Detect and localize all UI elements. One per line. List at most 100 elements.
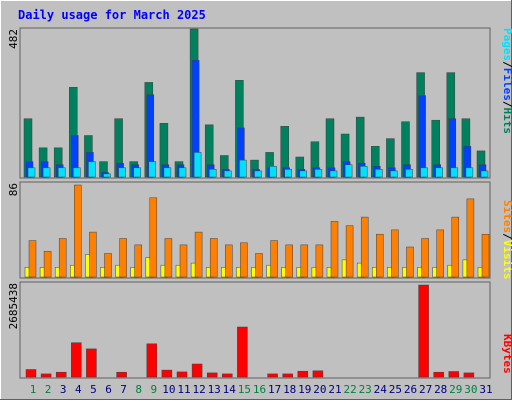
day-label-16: 16 bbox=[253, 383, 266, 396]
pages-bar-day-23 bbox=[359, 166, 368, 178]
sites-bar-day-1 bbox=[28, 240, 37, 278]
kbytes-bar-day-30 bbox=[463, 372, 475, 378]
kbytes-bar-day-3 bbox=[55, 371, 67, 378]
day-label-22: 22 bbox=[343, 383, 356, 396]
day-label-6: 6 bbox=[105, 383, 112, 396]
sites-bar-day-21 bbox=[330, 221, 339, 278]
kbytes-bar-day-5 bbox=[86, 348, 97, 378]
day-label-10: 10 bbox=[162, 383, 175, 396]
day-label-29: 29 bbox=[449, 383, 462, 396]
sites-bar-day-7 bbox=[119, 238, 127, 278]
day-label-30: 30 bbox=[464, 383, 477, 396]
ymax-label-hits: 482 bbox=[7, 29, 20, 49]
pages-bar-day-17 bbox=[269, 166, 277, 178]
pages-bar-day-26 bbox=[405, 169, 413, 178]
pages-bar-day-6 bbox=[103, 173, 111, 178]
pages-bar-day-29 bbox=[450, 167, 459, 178]
legend-sep-2: / bbox=[501, 101, 512, 108]
sites-bar-day-23 bbox=[360, 216, 369, 278]
pages-bar-day-28 bbox=[435, 167, 443, 178]
day-label-26: 26 bbox=[404, 383, 417, 396]
chart-marks bbox=[23, 28, 490, 378]
ymax-label-kbytes: 2685438 bbox=[7, 283, 20, 329]
pages-bar-day-11 bbox=[178, 167, 187, 178]
legend-sites-visits: Sites/Visits bbox=[501, 200, 512, 280]
kbytes-bar-day-17 bbox=[267, 373, 278, 378]
day-labels: 1 2 3 4 5 6 7 8 9 10 11 12 13 14 15 16 17 18 19 20 21 22 23 24 2… bbox=[30, 383, 493, 396]
chart-title: Daily usage for March 2025 bbox=[18, 8, 206, 22]
sites-bar-day-12 bbox=[194, 231, 203, 278]
sites-bar-day-18 bbox=[285, 244, 293, 278]
pages-bar-day-27 bbox=[420, 167, 428, 178]
pages-bar-day-15 bbox=[239, 159, 247, 178]
sites-bar-day-8 bbox=[134, 244, 142, 278]
sites-bar-day-20 bbox=[315, 244, 324, 278]
kbytes-bar-day-12 bbox=[191, 363, 203, 378]
pages-bar-day-24 bbox=[375, 169, 383, 178]
ymax-label-visits: 86 bbox=[7, 183, 20, 196]
sites-bar-day-26 bbox=[406, 246, 414, 278]
pages-bar-day-22 bbox=[344, 164, 353, 178]
day-label-9: 9 bbox=[150, 383, 157, 396]
pages-bar-day-16 bbox=[254, 170, 262, 178]
sites-bar-day-9 bbox=[149, 197, 158, 278]
sites-bar-day-15 bbox=[240, 242, 248, 278]
kbytes-bar-day-7 bbox=[116, 371, 127, 378]
sites-bar-day-3 bbox=[58, 238, 67, 278]
sites-bar-day-4 bbox=[74, 184, 82, 278]
kbytes-bar-day-4 bbox=[71, 342, 82, 378]
day-label-13: 13 bbox=[208, 383, 221, 396]
sites-bar-day-5 bbox=[89, 231, 97, 278]
kbytes-bar-day-15 bbox=[237, 326, 248, 378]
legend-hits: Hits bbox=[501, 108, 512, 135]
sites-bar-day-27 bbox=[421, 238, 429, 278]
sites-bar-day-11 bbox=[179, 244, 188, 278]
sites-bar-day-29 bbox=[451, 216, 460, 278]
kbytes-bar-day-1 bbox=[25, 369, 37, 378]
kbytes-bar-day-11 bbox=[176, 371, 188, 378]
day-label-8: 8 bbox=[135, 383, 142, 396]
pages-bar-day-9 bbox=[148, 161, 157, 178]
legend-sep-3: / bbox=[501, 233, 512, 240]
pages-bar-day-2 bbox=[42, 167, 51, 178]
pages-bar-day-30 bbox=[465, 167, 474, 178]
day-label-4: 4 bbox=[75, 383, 82, 396]
sites-bar-day-19 bbox=[300, 244, 309, 278]
day-label-1: 1 bbox=[30, 383, 37, 396]
pages-bar-day-10 bbox=[163, 167, 172, 178]
sites-bar-day-2 bbox=[43, 251, 52, 278]
day-label-2: 2 bbox=[45, 383, 52, 396]
legend-kbytes: KBytes bbox=[501, 334, 512, 374]
sites-bar-day-28 bbox=[436, 229, 444, 278]
day-label-15: 15 bbox=[238, 383, 251, 396]
sites-bar-day-22 bbox=[345, 225, 354, 278]
day-label-25: 25 bbox=[389, 383, 402, 396]
sites-bar-day-14 bbox=[225, 244, 233, 278]
day-label-14: 14 bbox=[223, 383, 237, 396]
day-label-5: 5 bbox=[90, 383, 97, 396]
sites-bar-day-17 bbox=[270, 240, 278, 278]
sites-bar-day-6 bbox=[104, 253, 112, 278]
kbytes-bar-day-27 bbox=[418, 284, 429, 378]
pages-bar-day-21 bbox=[329, 170, 338, 178]
pages-bar-day-1 bbox=[27, 167, 36, 178]
panel-hits bbox=[19, 27, 491, 179]
sites-bar-day-16 bbox=[255, 253, 263, 278]
pages-bar-day-8 bbox=[133, 167, 141, 178]
pages-bar-day-31 bbox=[480, 170, 489, 178]
kbytes-bar-day-14 bbox=[222, 373, 233, 378]
pages-bar-day-12 bbox=[193, 152, 202, 178]
kbytes-bar-day-18 bbox=[282, 373, 293, 378]
day-label-12: 12 bbox=[192, 383, 205, 396]
day-label-27: 27 bbox=[419, 383, 432, 396]
legend-sep-1: / bbox=[501, 61, 512, 68]
day-label-28: 28 bbox=[434, 383, 447, 396]
day-label-18: 18 bbox=[283, 383, 296, 396]
kbytes-bar-day-29 bbox=[448, 371, 460, 378]
legend-files: Files bbox=[501, 68, 512, 101]
day-label-17: 17 bbox=[268, 383, 281, 396]
sites-bar-day-10 bbox=[164, 238, 173, 278]
pages-bar-day-18 bbox=[284, 169, 292, 178]
